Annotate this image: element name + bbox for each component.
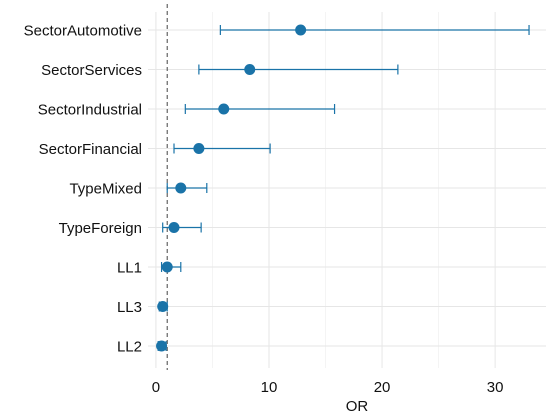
estimate-point bbox=[193, 143, 205, 154]
x-tick-label: 30 bbox=[487, 379, 504, 396]
y-axis-label: SectorAutomotive bbox=[24, 23, 142, 40]
x-tick-label: 20 bbox=[374, 379, 391, 396]
y-axis-label: LL3 bbox=[117, 299, 142, 316]
estimate-point bbox=[175, 182, 187, 194]
estimate-point bbox=[218, 103, 230, 115]
estimate-points bbox=[156, 24, 307, 352]
y-axis-label: LL1 bbox=[117, 260, 142, 277]
x-axis-ticks: 0 10 20 30 bbox=[152, 379, 504, 396]
y-axis-label: LL2 bbox=[117, 339, 142, 356]
estimate-point bbox=[168, 222, 180, 233]
y-axis-label: SectorServices bbox=[41, 62, 142, 79]
y-axis-label: SectorFinancial bbox=[39, 141, 142, 158]
estimate-point bbox=[157, 301, 169, 312]
grid bbox=[148, 12, 546, 368]
estimate-point bbox=[156, 340, 168, 352]
estimate-point bbox=[244, 64, 256, 75]
estimate-point bbox=[295, 24, 307, 36]
y-axis-label: TypeForeign bbox=[59, 220, 142, 237]
x-tick-label: 0 bbox=[152, 379, 160, 396]
estimate-point bbox=[161, 261, 173, 273]
x-tick-label: 10 bbox=[261, 379, 278, 396]
y-axis-label: TypeMixed bbox=[69, 181, 142, 198]
x-axis-title: OR bbox=[346, 398, 369, 415]
y-axis-labels: SectorAutomotive SectorServices SectorIndu… bbox=[24, 23, 142, 356]
y-axis-label: SectorIndustrial bbox=[38, 102, 142, 119]
